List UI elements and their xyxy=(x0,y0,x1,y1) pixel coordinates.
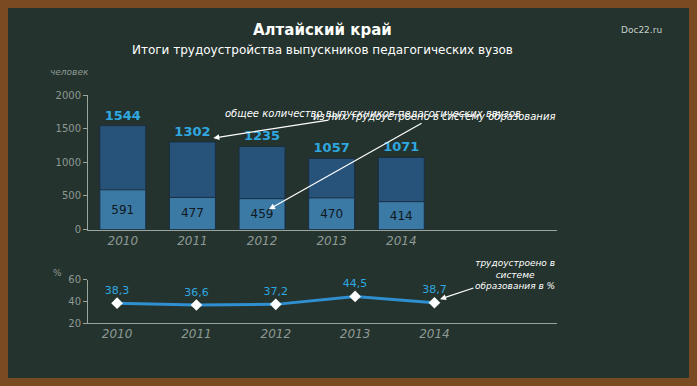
svg-text:1235: 1235 xyxy=(244,128,280,143)
svg-text:%: % xyxy=(53,268,62,278)
svg-text:2010: 2010 xyxy=(102,327,133,341)
svg-text:1057: 1057 xyxy=(314,140,350,155)
svg-text:общее количество выпускников п: общее количество выпускников педагогичес… xyxy=(225,108,521,119)
svg-text:2013: 2013 xyxy=(340,327,371,341)
svg-text:591: 591 xyxy=(111,203,134,217)
svg-text:414: 414 xyxy=(390,209,413,223)
svg-text:2014: 2014 xyxy=(386,234,417,248)
svg-text:1544: 1544 xyxy=(105,108,141,123)
svg-text:человек: человек xyxy=(50,67,89,77)
svg-text:из них трудоустроено в систему: из них трудоустроено в систему образован… xyxy=(313,111,555,122)
svg-text:Doc22.ru: Doc22.ru xyxy=(621,25,662,35)
svg-text:44,5: 44,5 xyxy=(343,277,368,290)
svg-text:Алтайский край: Алтайский край xyxy=(253,21,392,39)
svg-text:60: 60 xyxy=(68,274,81,285)
svg-text:37,2: 37,2 xyxy=(264,285,289,298)
svg-text:470: 470 xyxy=(320,207,343,221)
svg-text:2012: 2012 xyxy=(260,327,291,341)
svg-text:1071: 1071 xyxy=(383,139,419,154)
svg-text:500: 500 xyxy=(62,190,81,201)
svg-text:2011: 2011 xyxy=(181,327,212,341)
svg-text:36,6: 36,6 xyxy=(184,286,209,299)
svg-text:2000: 2000 xyxy=(56,90,81,101)
svg-text:2012: 2012 xyxy=(247,234,278,248)
svg-text:459: 459 xyxy=(251,207,274,221)
svg-text:0: 0 xyxy=(75,224,81,235)
svg-text:38,7: 38,7 xyxy=(422,283,447,296)
svg-text:2013: 2013 xyxy=(316,234,347,248)
svg-text:2010: 2010 xyxy=(108,234,139,248)
svg-text:20: 20 xyxy=(68,318,81,329)
svg-text:38,3: 38,3 xyxy=(105,284,130,297)
svg-text:40: 40 xyxy=(68,296,81,307)
svg-text:2014: 2014 xyxy=(419,327,450,341)
svg-text:477: 477 xyxy=(181,206,204,220)
svg-text:1500: 1500 xyxy=(56,123,81,134)
svg-text:1302: 1302 xyxy=(174,124,210,139)
svg-text:трудоустроено всистемеобразова: трудоустроено всистемеобразования в % xyxy=(475,258,555,291)
svg-text:1000: 1000 xyxy=(56,157,81,168)
svg-text:Итоги трудоустройства выпускни: Итоги трудоустройства выпускников педаго… xyxy=(132,43,513,57)
svg-text:2011: 2011 xyxy=(177,234,208,248)
